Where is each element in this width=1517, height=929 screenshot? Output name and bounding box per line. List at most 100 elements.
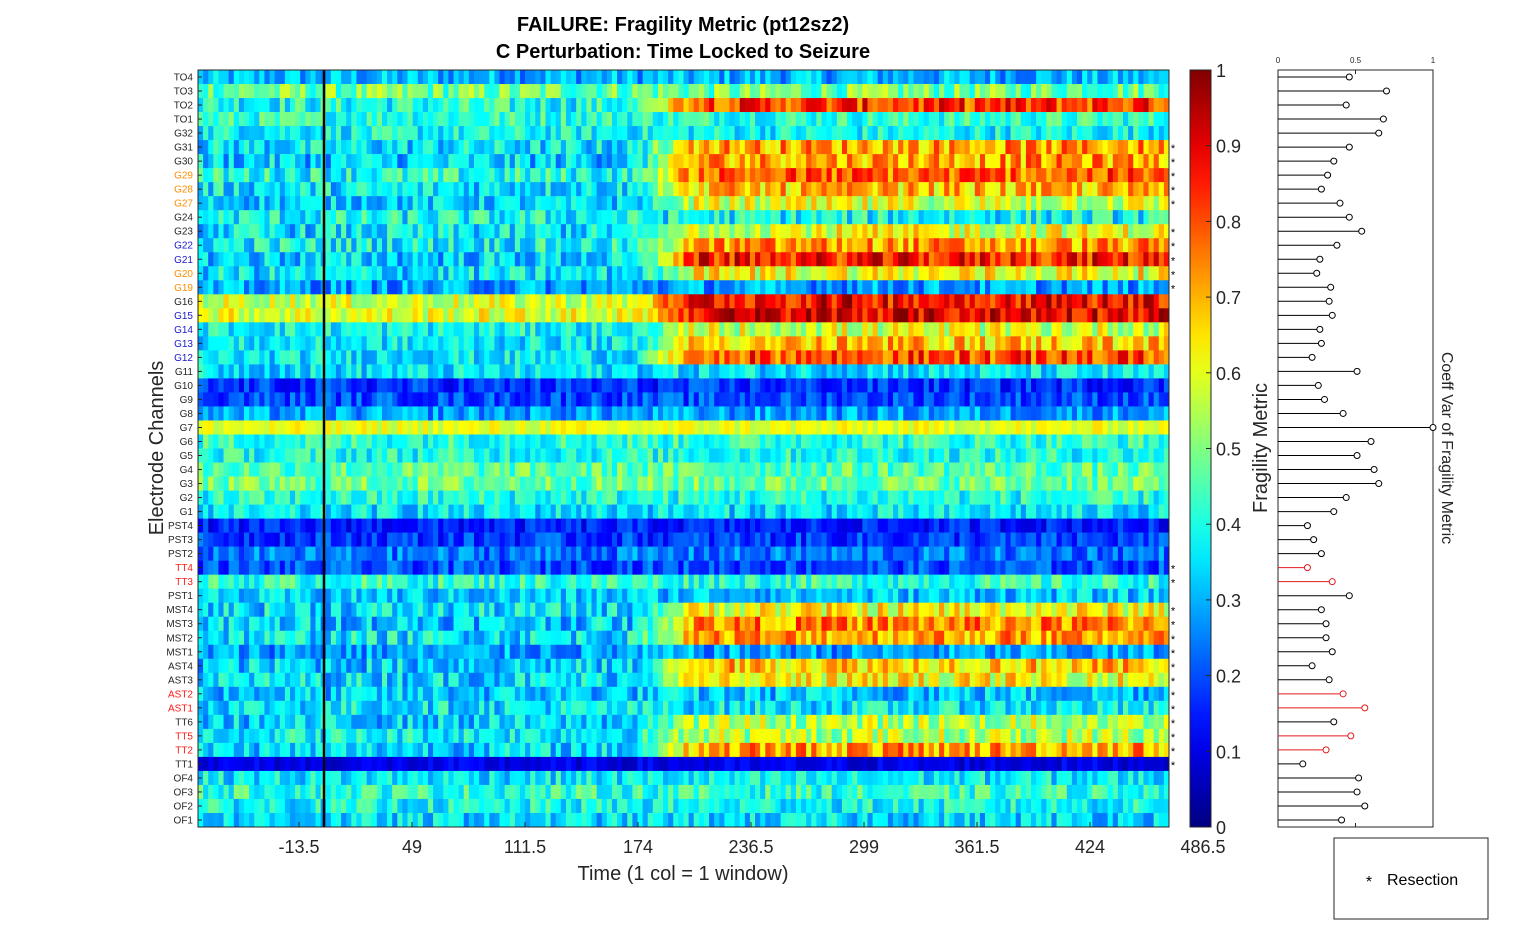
heatmap-cell [351, 252, 357, 267]
heatmap-cell [300, 182, 306, 197]
heatmap-cell [243, 84, 250, 99]
heatmap-cell [381, 196, 388, 211]
heatmap-cell [974, 84, 981, 99]
heatmap-cell [325, 70, 332, 85]
heatmap-cell [422, 238, 429, 253]
heatmap-cell [688, 266, 695, 281]
heatmap-cell [1158, 336, 1165, 351]
heatmap-cell [847, 154, 853, 169]
heatmap-cell [1112, 252, 1119, 267]
heatmap-cell [550, 378, 557, 393]
heatmap-cell [361, 238, 368, 253]
heatmap-cell [249, 126, 255, 141]
heatmap-cell [714, 238, 720, 253]
heatmap-cell [709, 420, 715, 435]
heatmap-cell [1138, 238, 1144, 253]
heatmap-cell [1158, 238, 1165, 253]
heatmap-cell [1092, 308, 1098, 323]
heatmap-cell [918, 168, 925, 183]
heatmap-cell [969, 182, 976, 197]
heatmap-cell [898, 322, 904, 337]
heatmap-cell [668, 406, 674, 421]
heatmap-cell [1020, 224, 1027, 239]
heatmap-cell [663, 112, 669, 127]
heatmap-cell [1061, 364, 1068, 379]
heatmap-cell [719, 266, 725, 281]
heatmap-cell [530, 238, 536, 253]
heatmap-cell [509, 126, 516, 141]
heatmap-cell [448, 154, 454, 169]
heatmap-cell [249, 266, 255, 281]
heatmap-cell [703, 350, 710, 365]
heatmap-cell [795, 196, 802, 211]
heatmap-cell [438, 294, 444, 309]
heatmap-cell [1071, 210, 1078, 225]
heatmap-cell [637, 210, 644, 225]
heatmap-cell [1036, 140, 1042, 155]
heatmap-cell [1010, 210, 1017, 225]
heatmap-cell [1082, 112, 1088, 127]
heatmap-cell [765, 98, 771, 113]
heatmap-cell [806, 252, 812, 267]
heatmap-cell [392, 378, 398, 393]
heatmap-cell [1087, 84, 1093, 99]
heatmap-cell [351, 168, 357, 183]
heatmap-cell [417, 84, 424, 99]
heatmap-cell [1087, 224, 1093, 239]
heatmap-cell [346, 84, 352, 99]
heatmap-cell [1036, 112, 1042, 127]
heatmap-cell [903, 98, 909, 113]
heatmap-cell [397, 210, 403, 225]
heatmap-cell [729, 280, 735, 295]
heatmap-cell [908, 294, 914, 309]
heatmap-cell [484, 154, 490, 169]
heatmap-cell [300, 434, 306, 449]
heatmap-cell [1107, 210, 1114, 225]
heatmap-cell [893, 308, 899, 323]
heatmap-cell [448, 140, 454, 155]
heatmap-cell [279, 224, 286, 239]
heatmap-cell [371, 224, 378, 239]
heatmap-cell [826, 364, 833, 379]
heatmap-cell [1107, 98, 1114, 113]
heatmap-cell [571, 196, 577, 211]
heatmap-cell [611, 350, 618, 365]
heatmap-cell [990, 182, 996, 197]
heatmap-cell [540, 350, 546, 365]
heatmap-cell [1082, 392, 1088, 407]
heatmap-cell [305, 434, 311, 449]
heatmap-cell [540, 252, 546, 267]
heatmap-cell [780, 336, 787, 351]
heatmap-cell [852, 336, 858, 351]
heatmap-cell [392, 154, 398, 169]
heatmap-cell [683, 322, 690, 337]
heatmap-cell [443, 70, 449, 85]
heatmap-cell [1163, 364, 1170, 379]
heatmap-cell [1117, 266, 1124, 281]
heatmap-cell [581, 70, 587, 85]
heatmap-cell [755, 238, 761, 253]
heatmap-cell [821, 280, 827, 295]
heatmap-cell [939, 168, 945, 183]
heatmap-cell [279, 294, 286, 309]
heatmap-cell [1133, 112, 1139, 127]
heatmap-cell [259, 126, 265, 141]
heatmap-cell [576, 350, 582, 365]
heatmap-cell [862, 322, 868, 337]
heatmap-cell [315, 238, 322, 253]
heatmap-cell [433, 140, 439, 155]
heatmap-cell [356, 420, 362, 435]
heatmap-cell [1020, 154, 1027, 169]
heatmap-cell [765, 350, 771, 365]
heatmap-cell [795, 266, 802, 281]
heatmap-cell [1128, 168, 1134, 183]
heatmap-cell [264, 210, 270, 225]
heatmap-cell [1148, 70, 1155, 85]
heatmap-cell [734, 154, 741, 169]
heatmap-cell [611, 238, 618, 253]
heatmap-cell [821, 322, 827, 337]
heatmap-cell [325, 392, 332, 407]
heatmap-cell [663, 322, 669, 337]
heatmap-cell [632, 168, 638, 183]
heatmap-cell [678, 350, 684, 365]
